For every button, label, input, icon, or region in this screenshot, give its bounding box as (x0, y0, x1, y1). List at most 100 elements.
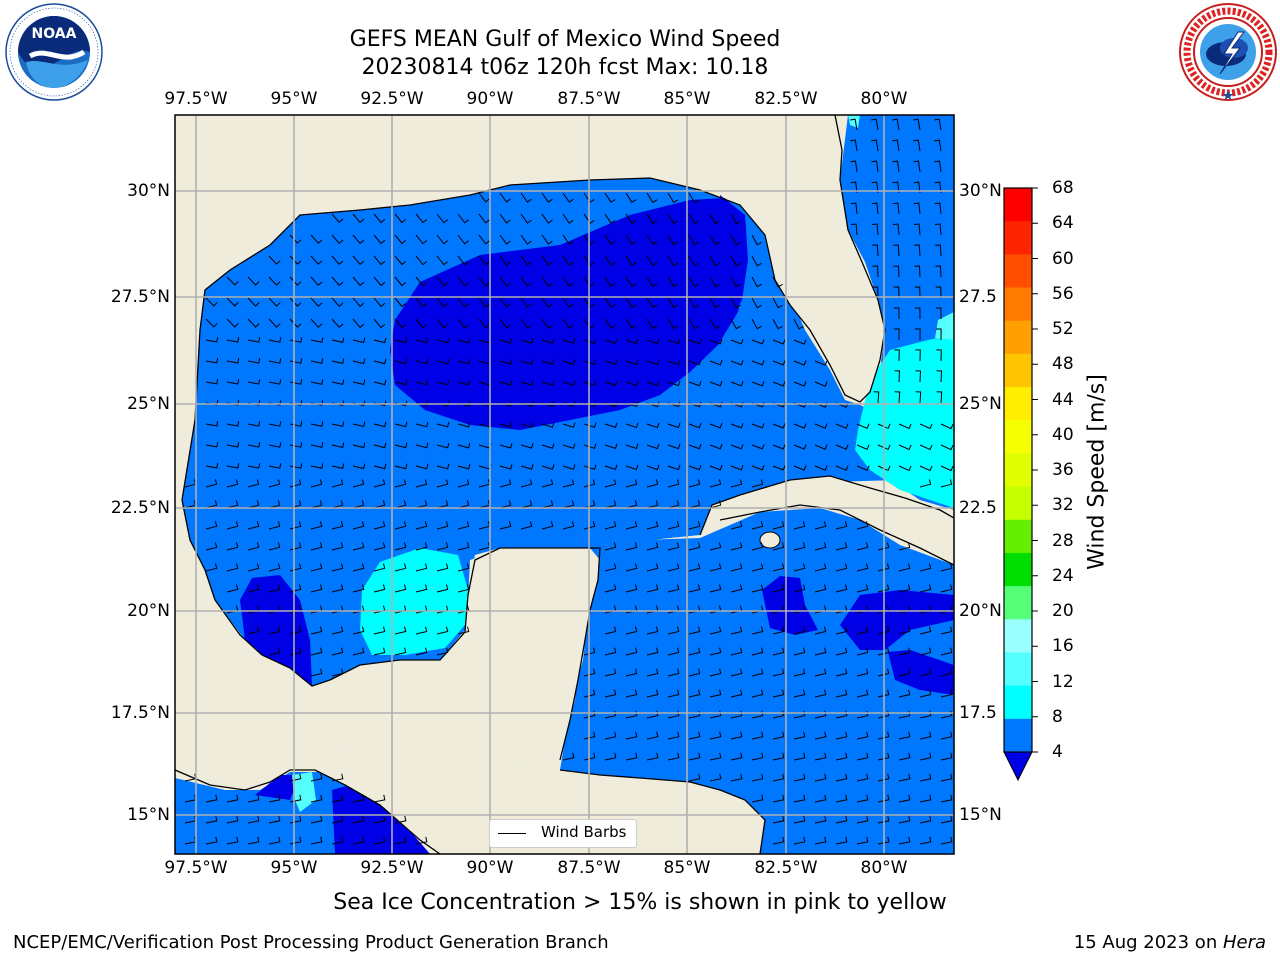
wind-barb (205, 815, 218, 824)
wind-barb (625, 422, 639, 429)
colorbar (1003, 187, 1038, 782)
wind-barb (872, 286, 879, 299)
wind-barb (919, 584, 932, 593)
wind-barb (667, 338, 681, 345)
wind-barb (940, 465, 954, 472)
wind-barb (373, 276, 386, 287)
lat-tick-right: 30°N (959, 181, 1002, 201)
wind-barb (856, 689, 869, 698)
wind-barb (499, 359, 513, 365)
wind-barb (625, 584, 638, 593)
wind-barb (751, 521, 764, 530)
footer-left: NCEP/EMC/Verification Post Processing Pr… (13, 932, 609, 953)
wind-barb (667, 500, 680, 509)
wind-barb (415, 358, 429, 365)
wind-barb (415, 836, 428, 845)
wind-barb (415, 500, 428, 509)
wind-barb (835, 815, 848, 824)
wind-barb (373, 626, 386, 635)
wind-barb (541, 213, 553, 224)
wind-barb (541, 318, 553, 329)
wind-barb (331, 421, 345, 427)
wind-barb (814, 563, 827, 572)
wind-barb (268, 836, 281, 845)
wind-barb (436, 318, 449, 329)
wind-barb (688, 500, 701, 509)
wind-barb (934, 139, 942, 152)
wind-barb (352, 463, 366, 470)
wind-barb (289, 276, 302, 286)
wind-barb (688, 422, 702, 429)
wind-barb (394, 276, 407, 287)
wind-barb (936, 391, 943, 404)
lat-tick-right: 20°N (959, 601, 1002, 621)
wind-barb (457, 542, 470, 551)
wind-barb (457, 500, 470, 509)
wind-barb (247, 297, 260, 307)
wind-barb (935, 244, 942, 257)
wind-barb (583, 479, 596, 488)
wind-barb (913, 181, 921, 194)
wind-barb (436, 379, 450, 386)
wind-barb (562, 276, 574, 287)
wind-barb (751, 234, 762, 246)
wind-barb (331, 542, 344, 551)
wind-barb (709, 380, 723, 387)
wind-barb (940, 584, 953, 593)
wind-barb (415, 463, 429, 470)
wind-barb (688, 668, 701, 677)
wind-barb (499, 297, 511, 308)
wind-barb (478, 318, 490, 329)
wind-barb (352, 521, 365, 530)
wind-barb (898, 563, 911, 572)
wind-barb (436, 358, 450, 365)
wind-barb (667, 752, 680, 761)
wind-barb (877, 668, 890, 677)
footer-host: Hera (1222, 932, 1266, 953)
wind-barb (331, 773, 344, 782)
wind-barb (352, 794, 365, 803)
wind-barb (730, 479, 743, 488)
wind-barb (394, 234, 407, 245)
wind-barb (331, 794, 344, 803)
wind-barb (835, 647, 848, 656)
wind-barb (646, 563, 659, 572)
wind-barb (226, 463, 240, 469)
wind-barb (310, 479, 323, 488)
wind-barb (877, 465, 891, 472)
wind-barb (604, 542, 617, 551)
wind-barb (268, 479, 281, 488)
wind-barb (940, 836, 953, 845)
wind-barb (646, 689, 659, 698)
wind-barb (310, 626, 323, 635)
wind-barb (751, 479, 764, 488)
wind-barb (856, 731, 869, 740)
wind-barb (331, 500, 344, 509)
wind-barb (583, 443, 597, 449)
wind-barb (772, 521, 785, 530)
wind-barb (625, 542, 638, 551)
wind-barb (772, 339, 786, 345)
wind-barb (415, 379, 429, 386)
wind-barb (835, 521, 848, 530)
wind-barb (625, 626, 638, 635)
wind-barb (814, 444, 828, 450)
wind-barb (541, 422, 555, 428)
wind-barb (751, 444, 765, 450)
wind-barb (914, 265, 921, 278)
wind-barb (772, 276, 783, 288)
wind-barb (856, 563, 869, 572)
wind-barb (604, 731, 617, 740)
wind-barb (646, 359, 660, 366)
wind-barb (520, 318, 532, 329)
wind-barb (604, 443, 618, 450)
wind-barb (625, 318, 637, 329)
wind-barb (226, 500, 239, 509)
wind-barb (562, 359, 576, 365)
wind-barb (793, 731, 806, 740)
wind-barb (457, 563, 470, 572)
lon-tick-top: 90°W (466, 89, 514, 109)
wind-barb (583, 689, 596, 698)
wind-barb (205, 542, 218, 551)
wind-barb (394, 815, 407, 824)
